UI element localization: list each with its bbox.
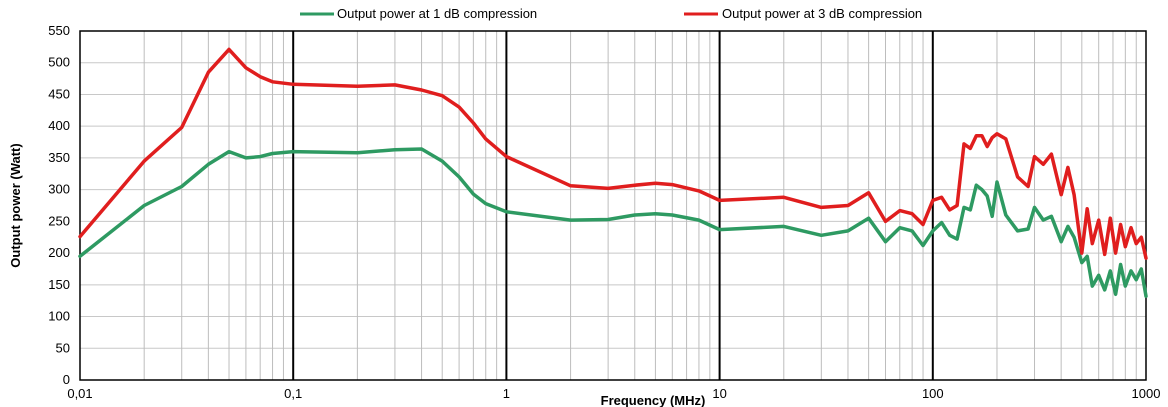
y-tick-label: 500 [48,55,70,70]
y-tick-label: 400 [48,118,70,133]
x-tick-labels: 0,01 0,1 1 10 100 1000 [67,386,1160,401]
series-lines [78,47,1148,298]
x-axis-title: Frequency (MHz) [601,393,706,407]
x-tick-label: 1000 [1132,386,1161,401]
y-tick-label: 100 [48,309,70,324]
x-tick-label: 0,1 [284,386,302,401]
plot-frame [79,30,1147,381]
y-tick-labels: 0 50 100 150 200 250 300 350 400 450 500 550 [48,23,70,387]
legend: Output power at 1 dB compression Output … [300,6,922,21]
y-tick-label: 150 [48,277,70,292]
grid-minor [80,31,1146,380]
y-tick-label: 0 [63,372,70,387]
x-tick-label: 1 [503,386,510,401]
y-tick-label: 300 [48,182,70,197]
x-tick-label: 100 [922,386,944,401]
grid-major [292,31,934,380]
x-tick-label: 0,01 [67,386,92,401]
x-tick-label: 10 [712,386,726,401]
series-line-3db [78,47,1148,260]
series-line-1db [78,147,1148,298]
y-axis-title: Output power (Watt) [8,143,23,267]
y-tick-label: 550 [48,23,70,38]
y-tick-label: 450 [48,86,70,101]
y-tick-label: 250 [48,213,70,228]
y-tick-label: 200 [48,245,70,260]
y-tick-label: 350 [48,150,70,165]
legend-label-3db: Output power at 3 dB compression [722,6,922,21]
legend-label-1db: Output power at 1 dB compression [337,6,537,21]
y-tick-label: 50 [56,340,70,355]
